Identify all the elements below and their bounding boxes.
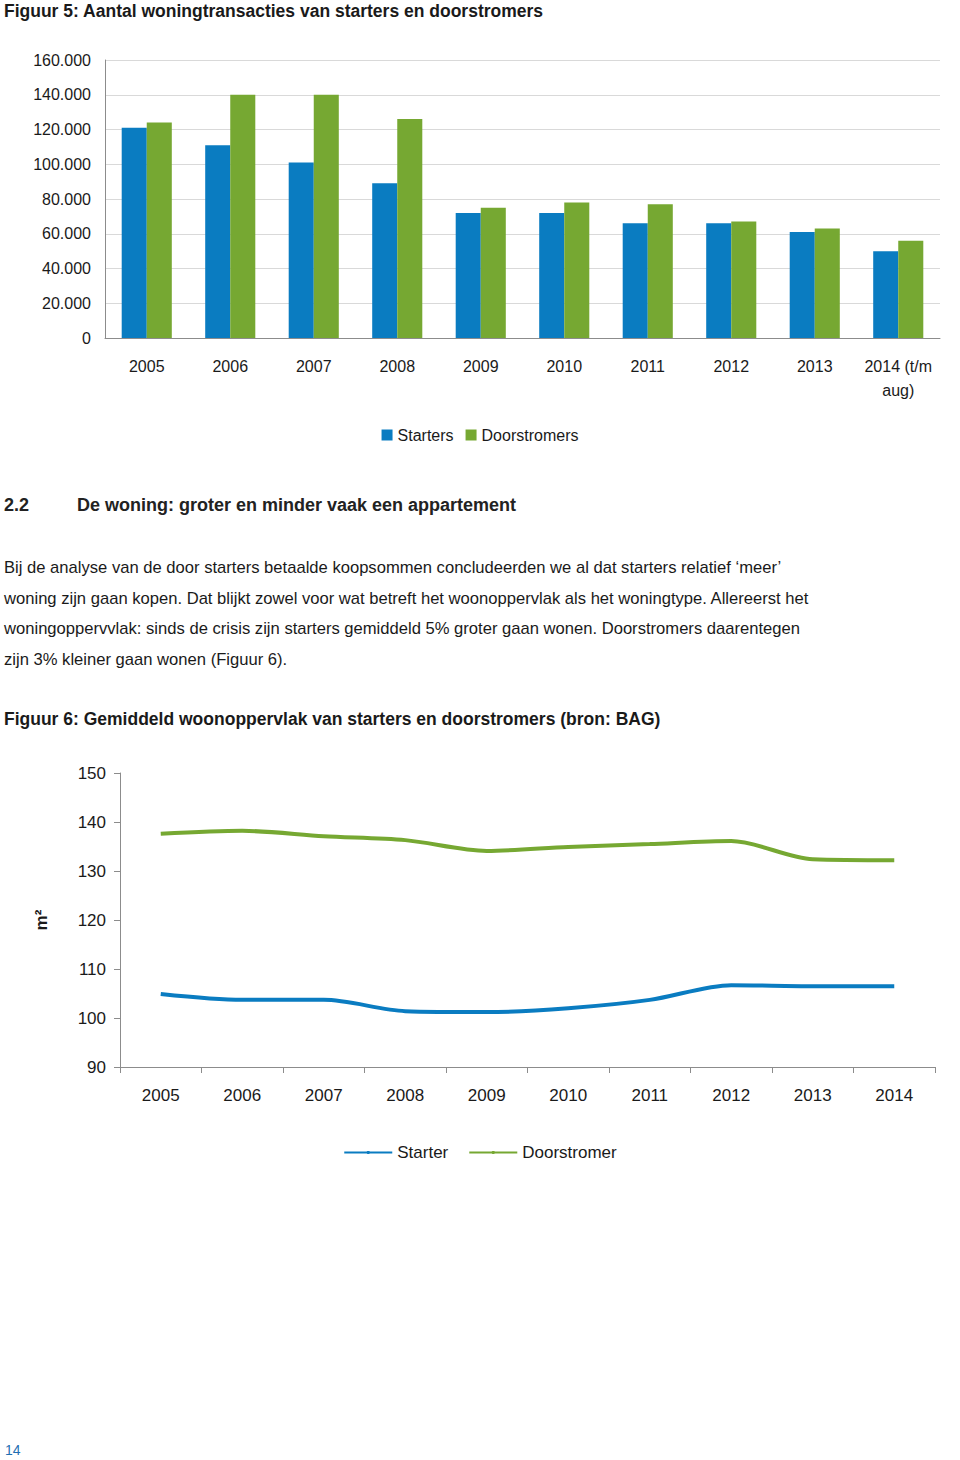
svg-text:2007: 2007 (296, 358, 332, 375)
svg-text:2014: 2014 (875, 1086, 913, 1105)
svg-text:2008: 2008 (386, 1086, 424, 1105)
html-text:woning zijn gaan kopen. Dat bl: woning zijn gaan kopen. Dat blijkt zowel… (4, 588, 809, 608)
html-text:zijn 3% kleiner gaan wonen (Fi: zijn 3% kleiner gaan wonen (Figuur 6). (4, 649, 288, 669)
svg-text:2005: 2005 (129, 358, 165, 375)
svg-text:100: 100 (78, 1009, 106, 1028)
svg-text:2010: 2010 (549, 1086, 587, 1105)
svg-text:90: 90 (87, 1058, 106, 1077)
svg-text:Starter: Starter (397, 1143, 448, 1162)
svg-text:2013: 2013 (794, 1086, 832, 1105)
svg-text:m²: m² (32, 909, 51, 930)
svg-text:Starters: Starters (398, 427, 454, 444)
html-text:Figuur 5: Aantal woningtransac: Figuur 5: Aantal woningtransacties van s… (4, 1, 544, 21)
svg-text:100.000: 100.000 (33, 156, 91, 173)
html-text:De woning: groter en minder va: De woning: groter en minder vaak een app… (77, 495, 517, 515)
svg-text:2005: 2005 (142, 1086, 180, 1105)
svg-text:2012: 2012 (712, 1086, 750, 1105)
svg-text:2011: 2011 (631, 1086, 668, 1105)
svg-text:20.000: 20.000 (42, 295, 91, 312)
html-text:14: 14 (5, 1442, 21, 1458)
html-text:2.2: 2.2 (4, 495, 29, 515)
svg-text:0: 0 (82, 330, 91, 347)
svg-text:Doorstromer: Doorstromer (522, 1143, 617, 1162)
svg-text:60.000: 60.000 (42, 225, 91, 242)
svg-text:2008: 2008 (379, 358, 415, 375)
svg-text:2006: 2006 (212, 358, 248, 375)
html-text:Bij de analyse van de door sta: Bij de analyse van de door starters beta… (4, 558, 782, 577)
svg-text:2014 (t/m: 2014 (t/m (864, 358, 932, 375)
html-text:Figuur 6: Gemiddeld woonopperv: Figuur 6: Gemiddeld woonoppervlak van st… (4, 709, 661, 729)
svg-text:140.000: 140.000 (33, 86, 91, 103)
svg-text:120: 120 (78, 911, 106, 930)
svg-text:140: 140 (78, 813, 106, 832)
svg-text:130: 130 (78, 862, 106, 881)
svg-text:80.000: 80.000 (42, 191, 91, 208)
svg-text:aug): aug) (882, 382, 914, 399)
svg-text:2011: 2011 (631, 358, 666, 375)
html-text:woningoppervvlak: sinds de cri: woningoppervvlak: sinds de crisis zijn s… (4, 619, 800, 638)
svg-text:150: 150 (78, 764, 106, 783)
svg-text:110: 110 (79, 960, 106, 979)
svg-text:2006: 2006 (223, 1086, 261, 1105)
svg-text:Doorstromers: Doorstromers (482, 427, 579, 444)
svg-text:2010: 2010 (546, 358, 582, 375)
svg-text:2007: 2007 (305, 1086, 343, 1105)
svg-text:2009: 2009 (468, 1086, 506, 1105)
svg-text:120.000: 120.000 (33, 121, 91, 138)
svg-text:2012: 2012 (713, 358, 749, 375)
svg-text:160.000: 160.000 (33, 52, 91, 69)
svg-text:40.000: 40.000 (42, 260, 91, 277)
svg-text:2013: 2013 (797, 358, 833, 375)
svg-text:2009: 2009 (463, 358, 499, 375)
